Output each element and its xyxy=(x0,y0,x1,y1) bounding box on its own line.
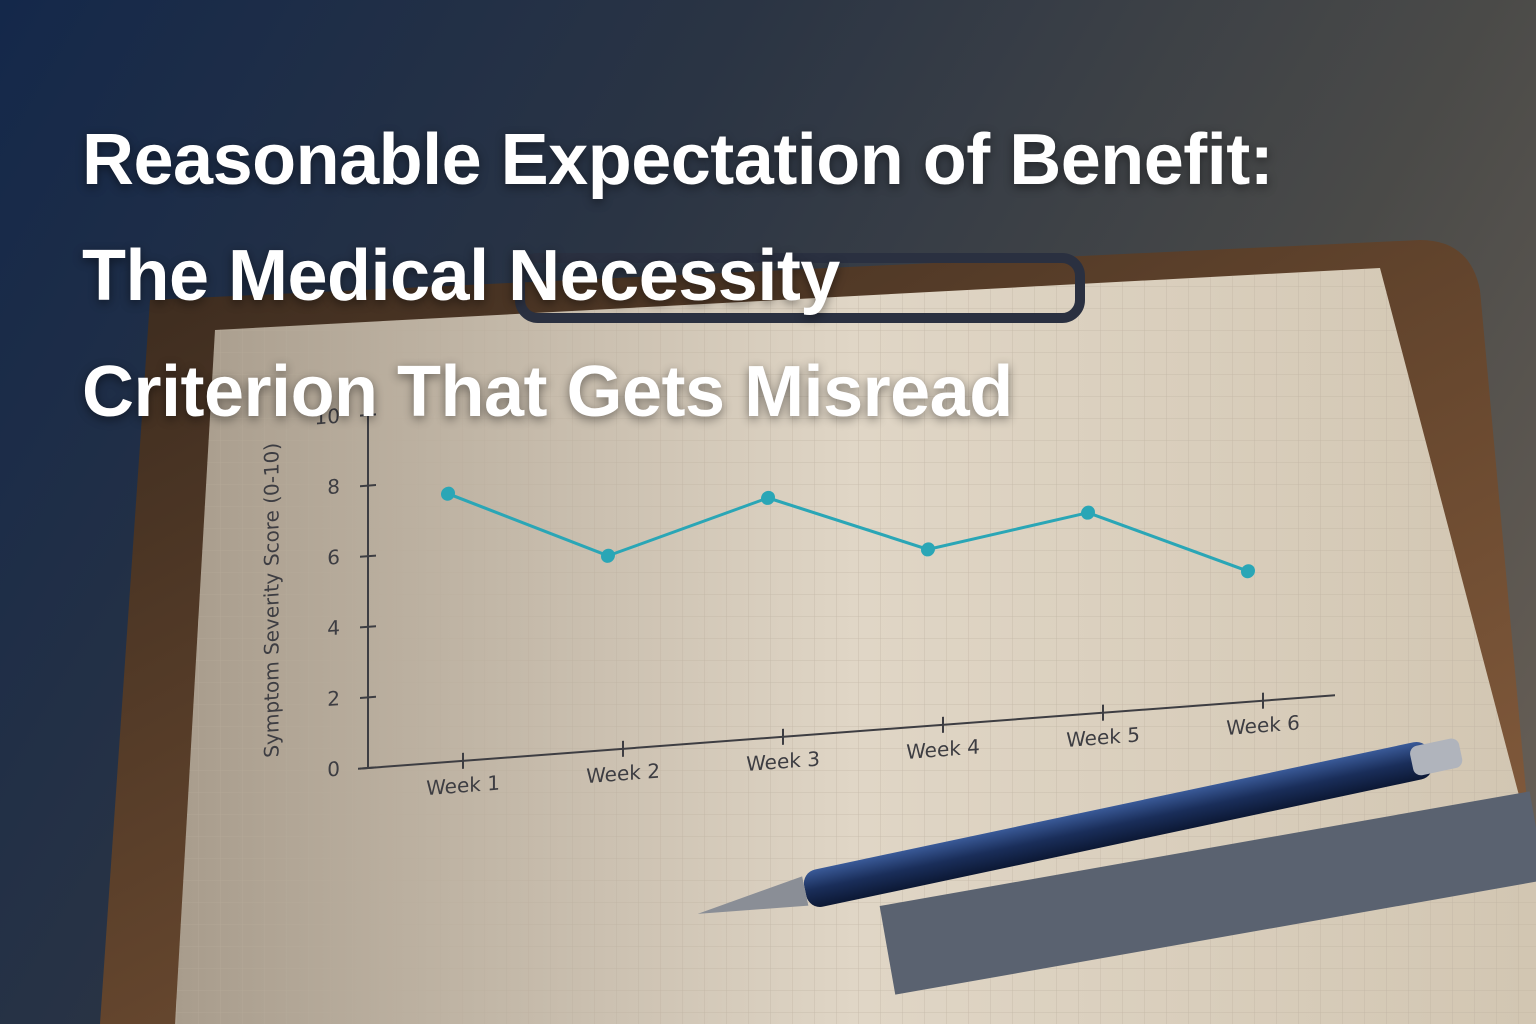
y-tick-label: 6 xyxy=(327,545,340,570)
chart: Symptom Severity Score (0-10) 0 2 4 6 8 10 Wee… xyxy=(260,404,1335,801)
y-tick-label: 10 xyxy=(315,404,340,430)
data-line xyxy=(447,492,1249,573)
pen xyxy=(697,738,1463,914)
data-point xyxy=(921,542,935,557)
data-point xyxy=(1081,505,1095,520)
y-tick-label: 0 xyxy=(327,757,340,782)
ruler-body xyxy=(879,791,1536,995)
paper-grid xyxy=(175,268,1536,1024)
pen-tip xyxy=(697,876,809,914)
y-tick xyxy=(360,413,376,417)
y-tick xyxy=(360,695,376,700)
title-line: Reasonable Expectation of Benefit: xyxy=(82,120,1274,200)
title: Reasonable Expectation of Benefit: The M… xyxy=(82,102,1274,450)
y-tick xyxy=(360,766,376,770)
data-point xyxy=(601,548,615,563)
y-axis-label: Symptom Severity Score (0-10) xyxy=(260,442,284,759)
y-tick xyxy=(360,554,376,558)
x-axis xyxy=(358,694,1335,770)
y-tick xyxy=(360,483,376,488)
x-tick-label: Week 3 xyxy=(746,747,820,777)
ruler xyxy=(879,791,1536,995)
y-tick-label: 8 xyxy=(327,474,340,499)
data-point xyxy=(1241,564,1255,579)
x-tick-label: Week 2 xyxy=(586,759,660,789)
y-tick-label: 2 xyxy=(327,686,340,711)
y-tick xyxy=(360,625,376,629)
x-tick-label: Week 1 xyxy=(426,771,500,801)
pen-cap xyxy=(1410,738,1463,776)
y-tick-label: 4 xyxy=(327,615,340,640)
x-tick-label: Week 5 xyxy=(1066,722,1140,752)
pen-body xyxy=(803,741,1433,907)
title-line: The Medical Necessity xyxy=(82,236,840,316)
data-point xyxy=(441,486,455,501)
x-tick-label: Week 4 xyxy=(906,735,980,765)
title-line: Criterion That Gets Misread xyxy=(82,352,1013,432)
data-point xyxy=(761,490,775,505)
clip xyxy=(515,253,1085,323)
x-tick-label: Week 6 xyxy=(1226,710,1300,740)
